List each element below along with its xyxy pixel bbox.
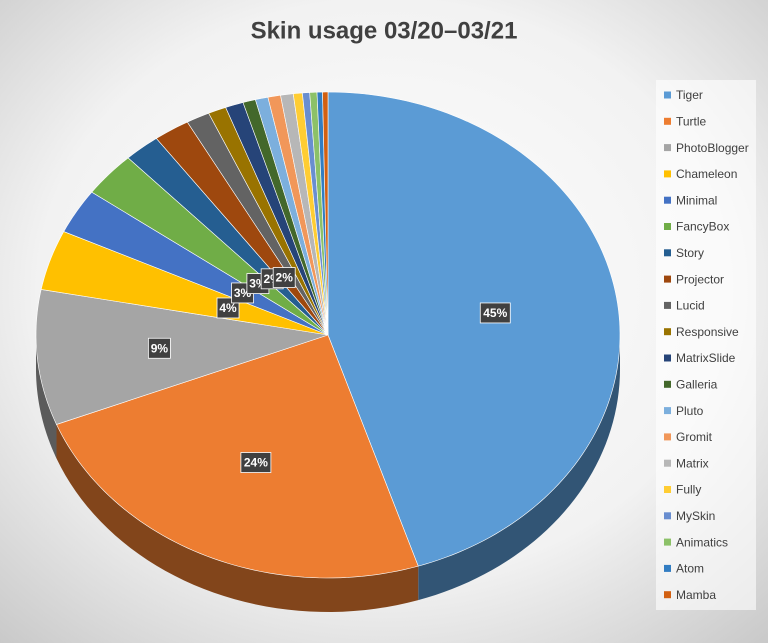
chart-title: Skin usage 03/20–03/21: [251, 17, 518, 44]
legend-swatch: [664, 117, 671, 125]
legend-swatch: [664, 538, 671, 546]
legend-swatch: [664, 354, 671, 362]
legend-swatch: [664, 170, 671, 178]
legend-swatch: [664, 512, 671, 520]
slice-side: [36, 335, 57, 459]
slice-side: [56, 424, 419, 612]
legend-swatch: [664, 591, 671, 599]
slice: [63, 191, 329, 336]
data-label: 24%: [244, 456, 268, 470]
legend-text: Minimal: [676, 193, 717, 207]
legend-swatch: [664, 486, 671, 493]
legend-swatch: [664, 301, 671, 309]
legend-text: FancyBox: [676, 220, 729, 234]
legend-text: Story: [676, 246, 704, 260]
legend-text: Chameleon: [676, 167, 737, 181]
slice: [35, 289, 329, 425]
slice: [56, 334, 419, 579]
legend-text: Responsive: [676, 325, 739, 339]
legend-text: Gromit: [676, 430, 713, 444]
data-label-box: [147, 337, 171, 359]
slice-side: [418, 335, 620, 601]
legend-swatch: [664, 433, 671, 441]
legend-text: PhotoBlogger: [676, 141, 749, 155]
data-label: 2%: [276, 271, 294, 285]
slice: [40, 231, 329, 336]
legend-text: Atom: [676, 562, 704, 576]
legend-swatch: [664, 407, 671, 415]
legend-text: Pluto: [676, 404, 704, 418]
legend-swatch: [664, 249, 671, 257]
legend-text: Galleria: [676, 377, 718, 391]
data-label-box: [272, 267, 296, 288]
legend-swatch: [664, 564, 671, 572]
legend-swatch: [664, 328, 671, 336]
legend-swatch: [664, 459, 671, 467]
legend-text: MatrixSlide: [676, 351, 736, 365]
legend-text: Matrix: [676, 456, 709, 470]
legend-swatch: [664, 91, 671, 99]
legend-text: Projector: [676, 272, 724, 286]
legend-box: [656, 80, 756, 610]
data-label-box: [479, 302, 511, 324]
slice: [327, 91, 621, 567]
legend-swatch: [664, 144, 671, 152]
legend-text: Animatics: [676, 535, 728, 549]
data-label: 9%: [151, 341, 169, 355]
data-label-box: [240, 452, 272, 473]
legend-swatch: [664, 196, 671, 204]
legend-text: Tiger: [676, 88, 703, 102]
legend-text: Fully: [676, 483, 701, 497]
data-label: 4%: [219, 301, 237, 315]
legend-text: Lucid: [676, 299, 705, 313]
legend-swatch: [664, 275, 671, 283]
legend-swatch: [664, 380, 671, 388]
legend-swatch: [664, 223, 671, 230]
legend-text: Mamba: [676, 588, 716, 602]
slice: [322, 91, 329, 336]
data-label: 45%: [483, 306, 507, 320]
legend-text: Turtle: [676, 114, 707, 128]
legend-text: MySkin: [676, 509, 715, 523]
